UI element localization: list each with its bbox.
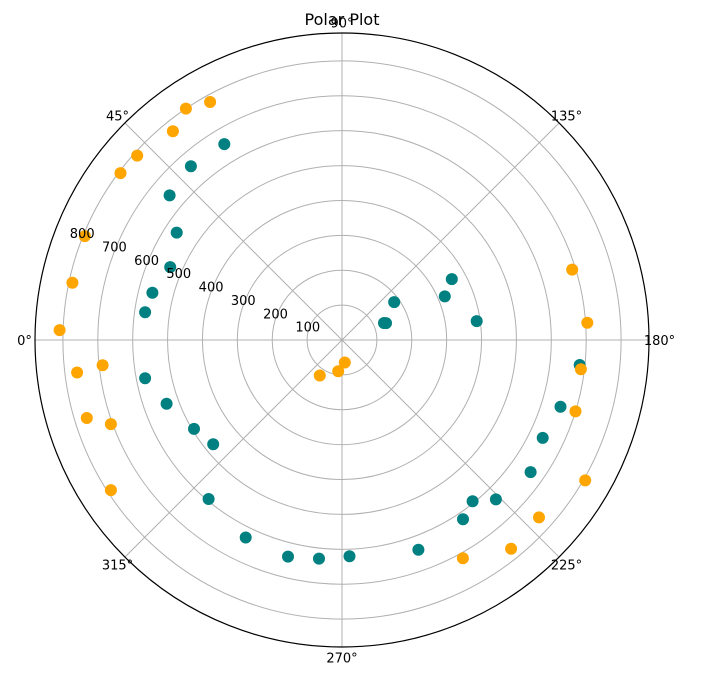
point-s1-4 bbox=[131, 149, 144, 162]
theta-tick-label: 90° bbox=[330, 17, 353, 32]
point-s1-0 bbox=[53, 324, 66, 337]
theta-tick-label: 225° bbox=[551, 559, 582, 574]
point-s0-4 bbox=[163, 189, 176, 202]
point-s0-19 bbox=[457, 513, 469, 526]
r-tick-label: 800 bbox=[70, 227, 95, 242]
point-s0-6 bbox=[218, 138, 231, 151]
point-s1-9 bbox=[581, 316, 594, 329]
point-s0-12 bbox=[470, 315, 483, 328]
point-s0-20 bbox=[412, 543, 425, 556]
point-s1-8 bbox=[566, 263, 579, 276]
point-s0-27 bbox=[188, 422, 200, 435]
point-s1-13 bbox=[533, 511, 545, 524]
point-s0-28 bbox=[160, 397, 173, 410]
point-s1-18 bbox=[313, 369, 326, 382]
polar-grid bbox=[34, 32, 650, 648]
point-s0-0 bbox=[139, 306, 152, 319]
theta-gridline-315 bbox=[124, 339, 343, 558]
theta-gridline-225 bbox=[341, 339, 560, 558]
point-s0-9 bbox=[438, 290, 451, 303]
theta-gridline-135 bbox=[341, 122, 560, 341]
point-s0-1 bbox=[146, 286, 159, 299]
chart-title: Polar Plot bbox=[305, 10, 380, 29]
point-s1-2 bbox=[78, 230, 91, 243]
theta-tick-label: 0° bbox=[17, 334, 32, 349]
tick-labels: 0° 45° 90° 135° 180° 225° 270° 315° 100 200 300 400… bbox=[17, 17, 675, 667]
r-tick-label: 400 bbox=[199, 281, 224, 296]
point-s0-11 bbox=[380, 317, 392, 330]
point-s1-10 bbox=[574, 363, 587, 376]
point-s0-29 bbox=[139, 372, 152, 385]
point-s0-7 bbox=[388, 296, 401, 309]
point-s1-11 bbox=[569, 405, 582, 418]
r-tick-label: 300 bbox=[231, 294, 256, 309]
point-s0-26 bbox=[207, 438, 220, 451]
point-s0-25 bbox=[202, 493, 215, 505]
point-s0-24 bbox=[239, 531, 252, 544]
theta-tick-label: 135° bbox=[551, 110, 582, 125]
r-tick-label: 200 bbox=[263, 307, 288, 322]
point-s0-5 bbox=[184, 160, 197, 173]
point-s1-7 bbox=[204, 96, 217, 108]
point-s0-16 bbox=[524, 466, 537, 479]
data-points bbox=[53, 96, 594, 565]
point-s1-12 bbox=[579, 474, 592, 487]
point-s1-16 bbox=[338, 356, 351, 369]
theta-tick-label: 315° bbox=[102, 559, 133, 574]
theta-gridline-45 bbox=[124, 122, 343, 341]
point-s1-14 bbox=[505, 542, 518, 555]
point-s0-21 bbox=[343, 550, 356, 563]
point-s1-22 bbox=[71, 366, 84, 379]
theta-tick-label: 270° bbox=[326, 652, 357, 667]
point-s0-23 bbox=[282, 550, 294, 563]
point-s0-14 bbox=[554, 400, 567, 413]
theta-tick-label: 45° bbox=[106, 110, 129, 125]
point-s1-6 bbox=[179, 102, 192, 115]
r-tick-label: 600 bbox=[134, 254, 159, 269]
theta-tick-label: 180° bbox=[644, 334, 675, 349]
point-s0-22 bbox=[313, 552, 325, 565]
point-s0-3 bbox=[170, 226, 183, 239]
point-s1-5 bbox=[166, 125, 179, 138]
point-s0-2 bbox=[164, 261, 177, 274]
point-s1-3 bbox=[114, 167, 127, 180]
r-tick-label: 100 bbox=[295, 321, 320, 336]
point-s1-1 bbox=[66, 276, 79, 289]
point-s0-18 bbox=[466, 495, 479, 508]
point-s1-23 bbox=[96, 359, 109, 372]
point-s1-17 bbox=[332, 365, 345, 378]
point-s0-17 bbox=[489, 493, 502, 506]
point-s1-21 bbox=[80, 412, 93, 424]
point-s0-15 bbox=[536, 431, 549, 444]
polar-frame bbox=[34, 32, 650, 648]
point-s0-8 bbox=[445, 273, 458, 286]
point-s1-15 bbox=[456, 552, 469, 565]
r-tick-label: 500 bbox=[166, 267, 191, 282]
point-s1-20 bbox=[104, 418, 117, 431]
point-s1-19 bbox=[104, 484, 117, 497]
r-tick-label: 700 bbox=[102, 241, 127, 256]
